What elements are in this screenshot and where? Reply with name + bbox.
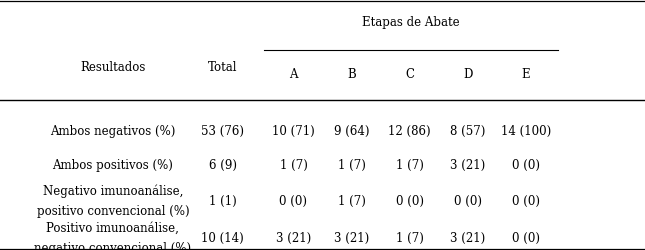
Text: 0 (0): 0 (0): [395, 195, 424, 208]
Text: negativo convencional (%): negativo convencional (%): [34, 242, 192, 250]
Text: 10 (14): 10 (14): [201, 232, 244, 245]
Text: positivo convencional (%): positivo convencional (%): [37, 205, 189, 218]
Text: 14 (100): 14 (100): [501, 125, 551, 138]
Text: 12 (86): 12 (86): [388, 125, 431, 138]
Text: 0 (0): 0 (0): [511, 195, 540, 208]
Text: 1 (7): 1 (7): [395, 232, 424, 245]
Text: 53 (76): 53 (76): [201, 125, 244, 138]
Text: 1 (7): 1 (7): [395, 158, 424, 172]
Text: Etapas de Abate: Etapas de Abate: [362, 16, 460, 29]
Text: 0 (0): 0 (0): [511, 232, 540, 245]
Text: 0 (0): 0 (0): [511, 158, 540, 172]
Text: 3 (21): 3 (21): [334, 232, 369, 245]
Text: 1 (7): 1 (7): [337, 158, 366, 172]
Text: 3 (21): 3 (21): [450, 232, 485, 245]
Text: A: A: [289, 68, 298, 82]
Text: Ambos positivos (%): Ambos positivos (%): [52, 158, 174, 172]
Text: 1 (7): 1 (7): [279, 158, 308, 172]
Text: Total: Total: [208, 61, 237, 74]
Text: C: C: [405, 68, 414, 82]
Text: B: B: [347, 68, 356, 82]
Text: 3 (21): 3 (21): [276, 232, 311, 245]
Text: 8 (57): 8 (57): [450, 125, 485, 138]
Text: Positivo imunoanálise,: Positivo imunoanálise,: [46, 222, 179, 235]
Text: 10 (71): 10 (71): [272, 125, 315, 138]
Text: Negativo imunoanálise,: Negativo imunoanálise,: [43, 184, 183, 198]
Text: 1 (1): 1 (1): [208, 195, 237, 208]
Text: E: E: [521, 68, 530, 82]
Text: 1 (7): 1 (7): [337, 195, 366, 208]
Text: 0 (0): 0 (0): [279, 195, 308, 208]
Text: Ambos negativos (%): Ambos negativos (%): [50, 125, 175, 138]
Text: Resultados: Resultados: [80, 61, 146, 74]
Text: 6 (9): 6 (9): [208, 158, 237, 172]
Text: 0 (0): 0 (0): [453, 195, 482, 208]
Text: 9 (64): 9 (64): [333, 125, 370, 138]
Text: D: D: [463, 68, 472, 82]
Text: 3 (21): 3 (21): [450, 158, 485, 172]
